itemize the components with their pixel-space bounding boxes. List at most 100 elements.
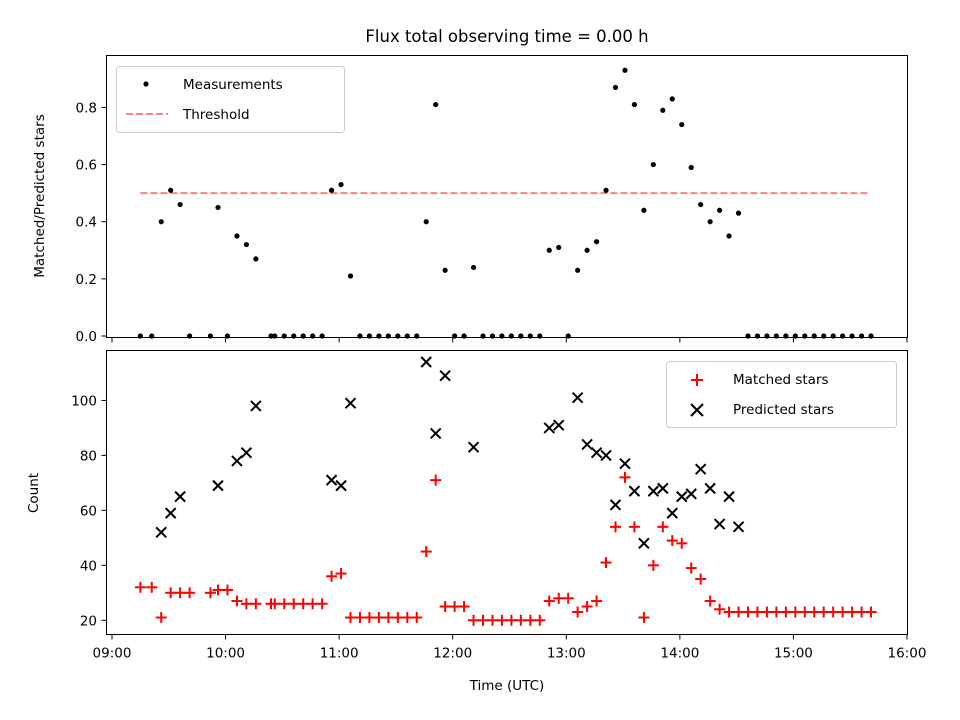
predicted-star-point: [553, 419, 565, 431]
matched-star-point: [231, 595, 243, 607]
predicted-star-point: [467, 441, 480, 453]
bottom-x-axis-label: Time (UTC): [469, 678, 545, 694]
measurement-point: [660, 107, 666, 113]
top-legend: Measurements Threshold: [116, 66, 345, 133]
matched-star-point: [695, 573, 707, 585]
matched-star-point: [373, 612, 385, 624]
top-legend-box: [116, 66, 345, 133]
top-y-tick-label: 0.0: [76, 329, 97, 345]
predicted-star-point: [732, 521, 745, 533]
bottom-plot: 20 40 60 80 100 09:00 10:00 11:00 12:00 13:00 14:…: [26, 350, 927, 694]
measurement-point: [612, 84, 619, 91]
matched-star-point: [628, 521, 640, 533]
predicted-star-point: [420, 356, 432, 368]
bottom-y-tick-label: 20: [80, 613, 97, 629]
measurement-point: [338, 181, 344, 188]
matched-star-point: [278, 598, 290, 610]
matched-star-point: [204, 587, 216, 599]
matched-star-point: [751, 606, 763, 618]
predicted-star-point: [647, 485, 660, 497]
measurement-point: [650, 161, 656, 168]
matched-star-point: [799, 606, 811, 618]
bottom-y-tick-label: 60: [80, 503, 97, 519]
matched-star-point: [856, 606, 868, 618]
measurement-point: [584, 247, 590, 253]
predicted-star-point: [638, 537, 650, 550]
top-plot-frame: [106, 55, 908, 338]
matched-star-point: [505, 614, 517, 626]
measurement-point: [717, 207, 723, 213]
matched-star-point: [468, 614, 480, 626]
matched-star-point: [581, 601, 593, 613]
matched-star-point: [146, 581, 158, 593]
matched-star-point: [742, 606, 754, 618]
matched-star-point: [288, 598, 300, 610]
matched-star-point: [165, 587, 177, 599]
matched-star-point: [449, 601, 461, 613]
measurement-point: [575, 267, 581, 273]
bottom-x-tick-label: 09:00: [93, 646, 132, 662]
measurement-point: [546, 247, 552, 253]
predicted-star-point: [676, 490, 688, 503]
measurement-point: [735, 210, 742, 216]
matched-star-point: [477, 614, 489, 626]
matched-star-point: [638, 612, 650, 624]
top-y-tick-label: 0.4: [76, 215, 97, 231]
predicted-star-point: [694, 463, 707, 475]
bottom-legend-box: [666, 361, 897, 428]
matched-star-point: [789, 606, 801, 618]
matched-star-point: [269, 598, 281, 610]
bottom-x-tick-label: 13:00: [547, 646, 586, 662]
legend-measurements-label: Measurements: [183, 77, 283, 93]
measurement-point: [158, 219, 164, 225]
matched-star-point: [827, 606, 839, 618]
measurement-point: [234, 233, 240, 239]
predicted-star-point: [704, 482, 716, 495]
matched-star-point: [250, 598, 262, 610]
bottom-y-tick-label: 100: [71, 393, 97, 409]
predicted-star-point: [155, 526, 167, 539]
legend-predicted-label: Predicted stars: [733, 402, 834, 418]
predicted-star-point: [685, 488, 697, 500]
matched-star-point: [714, 603, 726, 615]
bottom-x-tick-label: 16:00: [888, 646, 927, 662]
matched-star-point: [733, 606, 745, 618]
legend-matched-marker: [691, 374, 703, 386]
matched-star-point: [326, 570, 338, 582]
measurement-point: [669, 96, 675, 102]
matched-star-point: [534, 614, 546, 626]
predicted-star-point: [666, 507, 678, 519]
matched-star-point: [704, 595, 716, 607]
bottom-x-tick-label: 10:00: [206, 646, 245, 662]
top-y-tick-label: 0.6: [76, 158, 97, 174]
matched-star-point: [562, 592, 574, 604]
measurement-point: [243, 241, 249, 248]
measurement-point: [707, 219, 713, 225]
measurement-point: [631, 101, 638, 108]
predicted-star-point: [325, 474, 338, 486]
predicted-star-point: [250, 400, 262, 412]
predicted-star-point: [174, 490, 186, 503]
predicted-star-point: [164, 507, 177, 519]
predicted-star-point: [609, 499, 622, 511]
matched-star-point: [572, 606, 584, 618]
matched-star-point: [808, 606, 820, 618]
matched-star-point: [647, 559, 659, 571]
matched-star-point: [486, 614, 498, 626]
legend-matched-label: Matched stars: [733, 372, 829, 388]
matched-star-point: [316, 598, 328, 610]
predicted-star-point: [344, 397, 357, 409]
matched-star-point: [770, 606, 782, 618]
predicted-star-point: [628, 485, 641, 497]
matched-star-point: [553, 592, 565, 604]
bottom-x-tick-label: 14:00: [660, 646, 699, 662]
measurement-point: [603, 187, 609, 193]
matched-star-point: [657, 521, 669, 533]
matched-star-point: [354, 612, 366, 624]
matched-star-point: [865, 606, 877, 618]
matched-star-point: [761, 606, 773, 618]
measurement-point: [328, 187, 335, 193]
matched-star-point: [666, 535, 678, 547]
measurement-point: [177, 201, 183, 208]
